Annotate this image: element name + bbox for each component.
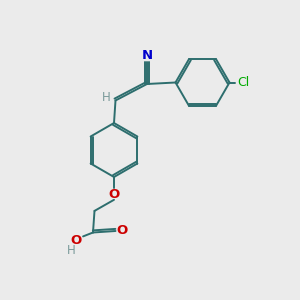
Text: H: H — [67, 244, 76, 257]
Text: Cl: Cl — [237, 76, 249, 89]
Text: H: H — [102, 91, 111, 104]
Text: O: O — [70, 234, 82, 248]
Text: O: O — [116, 224, 128, 238]
Text: N: N — [141, 49, 153, 62]
Text: O: O — [108, 188, 120, 201]
